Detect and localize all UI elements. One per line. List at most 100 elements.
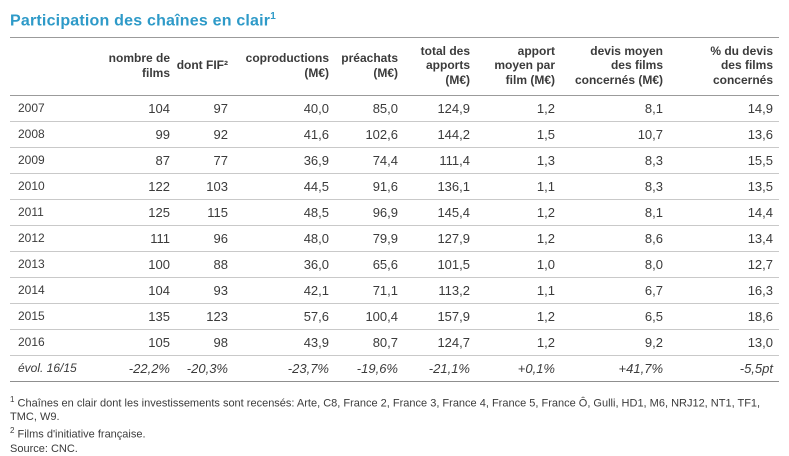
value-cell: 18,6 [669, 302, 779, 330]
value-cell: 113,2 [404, 276, 476, 304]
value-cell: 1,1 [476, 172, 561, 200]
year-cell: 2014 [10, 276, 100, 304]
value-cell: 44,5 [234, 172, 335, 200]
value-cell: 135 [100, 302, 176, 330]
year-cell: 2015 [10, 302, 100, 330]
value-cell: 1,2 [476, 302, 561, 330]
value-cell: 74,4 [335, 146, 404, 174]
value-cell: +0,1% [476, 354, 561, 382]
value-cell: 145,4 [404, 198, 476, 226]
value-cell: 136,1 [404, 172, 476, 200]
table-row: 2013 100 88 36,0 65,6 101,5 1,0 8,0 12,7 [10, 250, 779, 278]
value-cell: -23,7% [234, 354, 335, 382]
footnote-2: 2 Films d'initiative française. [10, 424, 779, 442]
value-cell: -20,3% [176, 354, 234, 382]
value-cell: 8,6 [561, 224, 669, 252]
table-row: 2015 135 123 57,6 100,4 157,9 1,2 6,5 18… [10, 302, 779, 330]
value-cell: 1,0 [476, 250, 561, 278]
footnote-1-marker: 1 [10, 394, 15, 404]
value-cell: 127,9 [404, 224, 476, 252]
value-cell: 1,2 [536, 100, 555, 116]
value-cell: 1,3 [476, 146, 561, 174]
value-cell: 36,9 [234, 146, 335, 174]
value-cell: 100,4 [335, 302, 404, 330]
year-cell: 2011 [10, 198, 100, 226]
value-cell: 98 [176, 328, 234, 356]
evolution-label: évol. 16/15 [10, 354, 100, 382]
value-cell: 115 [176, 198, 234, 226]
value-cell: 14,9 [747, 100, 773, 116]
value-cell: 8,0 [561, 250, 669, 278]
value-cell: 13,4 [669, 224, 779, 252]
value-cell: 144,2 [404, 120, 476, 148]
footnote-2-text: Films d'initiative française. [14, 429, 146, 442]
table-row: 2007 104 97 40,0 85,0 124,9 1,2 8,1 14,9 [10, 95, 779, 121]
column-header-nombre-de-films: nombre de films [100, 37, 176, 96]
value-cell: 6,5 [561, 302, 669, 330]
footnotes: 1 Chaînes en clair dont les investisseme… [10, 393, 779, 456]
value-cell: 97 [213, 100, 228, 116]
column-header-devis-moyen: devis moyen des films concernés (M€) [561, 37, 669, 96]
value-cell: 105 [100, 328, 176, 356]
value-cell: 80,7 [335, 328, 404, 356]
value-cell: 10,7 [561, 120, 669, 148]
page-title-text: Participation des chaînes en clair [10, 12, 271, 30]
table-row: 2016 105 98 43,9 80,7 124,7 1,2 9,2 13,0 [10, 328, 779, 356]
value-cell: 1,2 [476, 198, 561, 226]
value-cell: 125 [100, 198, 176, 226]
value-cell: 91,6 [335, 172, 404, 200]
header-row: nombre de films dont FIF² coproductions … [10, 37, 779, 96]
value-cell: 42,1 [234, 276, 335, 304]
column-header-empty [10, 37, 100, 96]
year-cell: 2008 [10, 120, 100, 148]
page-title: Participation des chaînes en clair1 [10, 8, 779, 30]
footnote-1-text: Chaînes en clair dont les investissement… [10, 397, 761, 424]
value-cell: 111 [100, 224, 176, 252]
value-cell: 65,6 [335, 250, 404, 278]
title-footnote-marker: 1 [270, 11, 276, 22]
year-cell: 2007 [18, 101, 45, 116]
value-cell: 8,1 [644, 100, 663, 116]
value-cell: 124,9 [437, 100, 470, 116]
value-cell: 40,0 [303, 100, 329, 116]
value-cell: -5,5pt [669, 354, 779, 382]
value-cell: 96 [176, 224, 234, 252]
value-cell: 13,0 [669, 328, 779, 356]
value-cell: 1,2 [476, 224, 561, 252]
value-cell: 123 [176, 302, 234, 330]
value-cell: 104 [100, 276, 176, 304]
value-cell: 14,4 [669, 198, 779, 226]
table-row: 2011 125 115 48,5 96,9 145,4 1,2 8,1 14,… [10, 198, 779, 226]
year-cell: 2013 [10, 250, 100, 278]
value-cell: +41,7% [561, 354, 669, 382]
value-cell: 8,3 [561, 146, 669, 174]
column-header-coproductions: coproductions (M€) [234, 37, 335, 96]
value-cell: 8,1 [561, 198, 669, 226]
value-cell: 16,3 [669, 276, 779, 304]
value-cell: 87 [100, 146, 176, 174]
value-cell: 13,5 [669, 172, 779, 200]
value-cell: -21,1% [404, 354, 476, 382]
value-cell: 157,9 [404, 302, 476, 330]
value-cell: 48,5 [234, 198, 335, 226]
value-cell: 36,0 [234, 250, 335, 278]
value-cell: 8,3 [561, 172, 669, 200]
value-cell: 77 [176, 146, 234, 174]
value-cell: 13,6 [669, 120, 779, 148]
value-cell: 111,4 [404, 146, 476, 174]
value-cell: 6,7 [561, 276, 669, 304]
value-cell: 79,9 [335, 224, 404, 252]
value-cell: 101,5 [404, 250, 476, 278]
evolution-row: évol. 16/15 -22,2% -20,3% -23,7% -19,6% … [10, 354, 779, 382]
year-cell: 2010 [10, 172, 100, 200]
value-cell: 43,9 [234, 328, 335, 356]
table-row: 2008 99 92 41,6 102,6 144,2 1,5 10,7 13,… [10, 120, 779, 148]
year-cell: 2012 [10, 224, 100, 252]
value-cell: -22,2% [100, 354, 176, 382]
table-row: 2009 87 77 36,9 74,4 111,4 1,3 8,3 15,5 [10, 146, 779, 174]
year-cell: 2009 [10, 146, 100, 174]
column-header-pct-devis: % du devis des films concernés [669, 37, 779, 96]
table-row: 2012 111 96 48,0 79,9 127,9 1,2 8,6 13,4 [10, 224, 779, 252]
column-header-apport-moyen: apport moyen par film (M€) [476, 37, 561, 96]
